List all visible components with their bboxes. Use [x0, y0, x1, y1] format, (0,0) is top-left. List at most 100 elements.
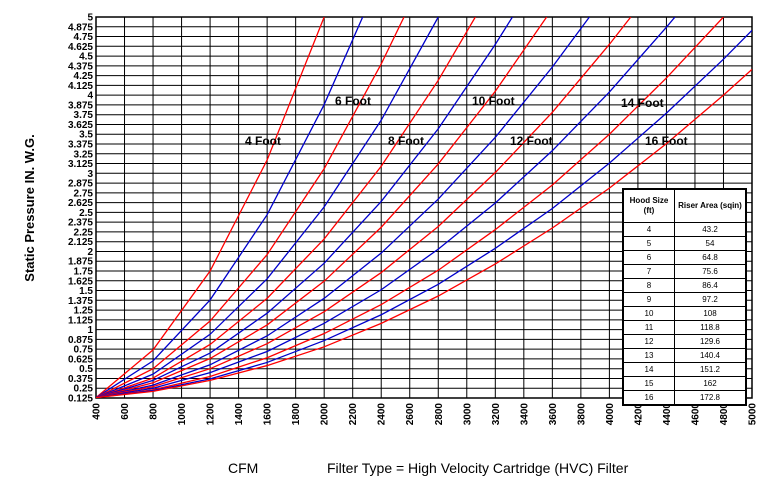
y-tick-label: 2.625: [68, 198, 93, 209]
x-tick-label: 2600: [405, 403, 416, 426]
x-tick-label: 3000: [462, 403, 473, 426]
y-tick-label: 5: [87, 13, 93, 24]
table-cell: 10: [622, 306, 675, 321]
table-row: 11 118.8: [622, 320, 747, 335]
x-tick-label: 4800: [719, 403, 730, 426]
table-row: 13 140.4: [622, 348, 747, 363]
table-cell: 15: [622, 376, 675, 391]
y-tick-label: 4.625: [68, 42, 93, 53]
curve: [96, 17, 676, 398]
y-tick-label: 3.125: [68, 159, 93, 170]
curve-label: 8 Foot: [388, 134, 424, 148]
x-tick-label: 3600: [548, 403, 559, 426]
x-tick-label: 800: [149, 403, 160, 420]
curve: [96, 17, 325, 398]
x-tick-label: 1400: [234, 403, 245, 426]
subtitle: Filter Type = High Velocity Cartridge (H…: [327, 460, 629, 476]
table-row: 16 172.8: [622, 390, 747, 406]
table-row: 6 64.8: [622, 250, 747, 265]
table-cell: 172.8: [674, 390, 747, 406]
y-tick-label: 3.875: [68, 100, 93, 111]
y-tick-label: 4.25: [74, 71, 94, 82]
table-row: 8 86.4: [622, 278, 747, 293]
curve: [96, 17, 405, 398]
y-tick-label: 2.25: [74, 227, 94, 238]
table-cell: 86.4: [674, 278, 747, 293]
table-cell: 5: [622, 236, 675, 251]
y-tick-label: 4.75: [74, 32, 94, 43]
table-cell: 162: [674, 376, 747, 391]
y-tick-label: 1.25: [74, 306, 94, 317]
y-tick-label: 3.5: [79, 130, 93, 141]
curve-label: 6 Foot: [335, 94, 371, 108]
y-tick-label: 4.5: [79, 52, 93, 63]
y-tick-label: 4.375: [68, 61, 93, 72]
curve: [96, 17, 724, 398]
table-header: Riser Area (sqin): [674, 188, 747, 223]
y-tick-label: 0.5: [79, 364, 93, 375]
y-tick-label: 1.625: [68, 276, 93, 287]
x-tick-label: 400: [92, 403, 103, 420]
table-row: 7 75.6: [622, 264, 747, 279]
x-tick-label: 2200: [348, 403, 359, 426]
table-header: Hood Size (ft): [622, 188, 675, 223]
x-tick-label: 1800: [291, 403, 302, 426]
table-cell: 16: [622, 390, 675, 406]
y-tick-label: 2.5: [79, 208, 93, 219]
curve-label: 14 Foot: [621, 96, 664, 110]
y-tick-label: 3.625: [68, 120, 93, 131]
x-tick-label: 1600: [263, 403, 274, 426]
table-cell: 9: [622, 292, 675, 307]
y-tick-label: 4.875: [68, 22, 93, 33]
table-cell: 151.2: [674, 362, 747, 377]
curve: [96, 17, 364, 398]
y-tick-label: 1.5: [79, 286, 93, 297]
x-axis-label: CFM: [228, 460, 258, 476]
y-tick-label: 4: [87, 91, 93, 102]
y-axis-label: Static Pressure IN. W.G.: [22, 134, 37, 281]
x-tick-label: 2000: [320, 403, 331, 426]
y-tick-label: 0.125: [68, 394, 93, 405]
x-tick-label: 2400: [377, 403, 388, 426]
x-tick-label: 4600: [690, 403, 701, 426]
x-tick-label: 4400: [662, 403, 673, 426]
table-cell: 8: [622, 278, 675, 293]
table-row: 15 162: [622, 376, 747, 391]
plot-border: [95, 16, 753, 399]
x-tick-label: 3200: [491, 403, 502, 426]
y-tick-label: 3: [87, 169, 93, 180]
table-body: 4 43.2 5 54 6 64.8 7 75.6 8 86.4 9 97.2 10 108 11 118.8…: [622, 222, 747, 406]
curve: [96, 17, 590, 398]
riser-table: Hood Size (ft) Riser Area (sqin) 4 43.2 5 5…: [622, 188, 747, 406]
x-tick-label: 1000: [177, 403, 188, 426]
y-tick-label: 0.625: [68, 354, 93, 365]
y-tick-label: 1.75: [74, 267, 94, 278]
curve: [96, 17, 439, 398]
table-cell: 43.2: [674, 222, 747, 237]
x-tick-label: 4200: [633, 403, 644, 426]
x-tick-label: 1200: [206, 403, 217, 426]
x-tick-label: 600: [120, 403, 131, 420]
table-cell: 54: [674, 236, 747, 251]
x-tick-label: 3400: [519, 403, 530, 426]
y-tick-label: 2.125: [68, 237, 93, 248]
curve: [96, 17, 632, 398]
table-row: 14 151.2: [622, 362, 747, 377]
table-cell: 7: [622, 264, 675, 279]
table-row: 5 54: [622, 236, 747, 251]
curve-label: 16 Foot: [645, 134, 688, 148]
table-cell: 4: [622, 222, 675, 237]
y-tick-label: 1: [87, 325, 93, 336]
y-tick-label: 2: [87, 247, 93, 258]
table-cell: 14: [622, 362, 675, 377]
table-cell: 140.4: [674, 348, 747, 363]
curve: [96, 17, 513, 398]
y-tick-label: 1.875: [68, 257, 93, 268]
y-tick-label: 1.125: [68, 315, 93, 326]
y-tick-label: 1.375: [68, 296, 93, 307]
table-cell: 64.8: [674, 250, 747, 265]
x-tick-label: 4000: [605, 403, 616, 426]
curve: [96, 29, 752, 398]
table-cell: 97.2: [674, 292, 747, 307]
